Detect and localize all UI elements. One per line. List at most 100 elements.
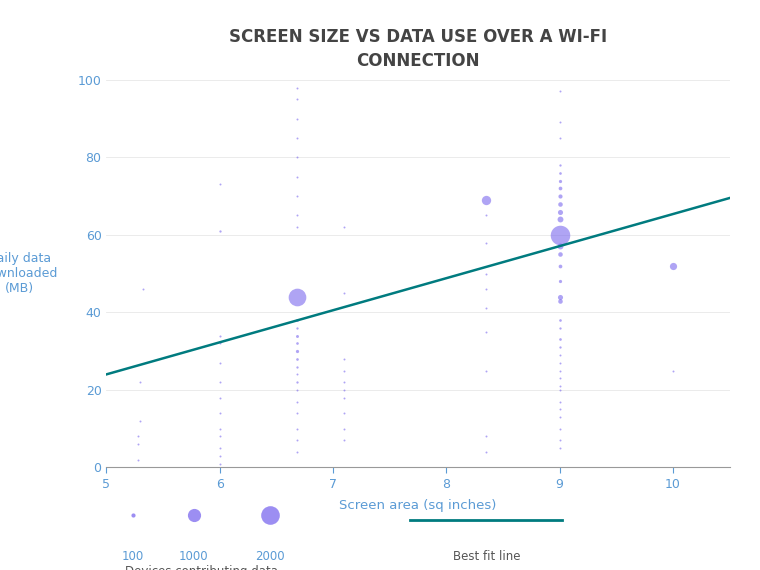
Point [480,327,492,336]
Point [290,192,302,201]
Point [214,377,226,386]
Point [553,374,565,383]
Point [290,347,302,356]
Point [553,133,565,142]
Point [553,366,565,375]
Point [480,304,492,313]
Text: 100: 100 [122,550,144,563]
Point [553,261,565,270]
Point [214,409,226,418]
Point [137,284,149,294]
Point [290,133,302,142]
Point [290,447,302,457]
Point [553,192,565,201]
Point [290,95,302,104]
Point [214,432,226,441]
Point [553,207,565,216]
Point [135,377,147,386]
Point [553,316,565,325]
Point [480,238,492,247]
Point [214,424,226,433]
Point [214,331,226,340]
Point [553,242,565,251]
Point [553,343,565,352]
Point [290,153,302,162]
Point [290,377,302,386]
Point [290,211,302,220]
Point [214,451,226,461]
Point [480,432,492,441]
Point [290,385,302,394]
Text: 1000: 1000 [179,550,208,563]
X-axis label: Screen area (sq inches): Screen area (sq inches) [339,499,497,512]
Point [338,409,350,418]
Point [667,366,679,375]
Point [290,424,302,433]
Point [480,366,492,375]
Point [290,114,302,123]
Point [290,316,302,325]
Point [553,413,565,422]
Point [553,168,565,177]
Point [188,511,200,520]
Point [667,261,679,270]
Text: Devices contributing data: Devices contributing data [125,565,278,570]
Point [553,381,565,390]
Point [264,511,276,520]
Point [553,405,565,414]
Point [290,331,302,340]
Point [553,292,565,302]
Point [290,435,302,445]
Point [553,358,565,367]
Point [553,385,565,394]
Point [290,339,302,348]
Point [214,339,226,348]
Point [480,284,492,294]
Point [553,200,565,209]
Title: SCREEN SIZE VS DATA USE OVER A WI-FI
CONNECTION: SCREEN SIZE VS DATA USE OVER A WI-FI CON… [229,28,607,70]
Text: Best fit line: Best fit line [453,550,520,563]
Point [338,435,350,445]
Point [553,351,565,360]
Point [214,459,226,468]
Point [338,355,350,364]
Point [214,180,226,189]
Point [135,416,147,425]
Point [553,87,565,96]
Point [553,397,565,406]
Point [553,215,565,224]
Point [338,377,350,386]
Point [480,447,492,457]
Point [214,226,226,235]
Text: 2000: 2000 [255,550,284,563]
Point [290,83,302,92]
Point [553,176,565,185]
Point [290,397,302,406]
Point [338,222,350,231]
Point [290,362,302,371]
Point [553,277,565,286]
Point [553,250,565,259]
Point [132,455,144,464]
Point [214,443,226,453]
Point [290,409,302,418]
Point [553,230,565,239]
Y-axis label: Daily data
downloaded
(MB): Daily data downloaded (MB) [0,252,58,295]
Point [553,161,565,170]
Point [338,366,350,375]
Point [338,393,350,402]
Point [290,323,302,332]
Point [553,296,565,306]
Point [214,358,226,367]
Point [480,269,492,278]
Point [338,385,350,394]
Point [480,196,492,205]
Point [290,370,302,379]
Point [127,511,139,520]
Point [553,424,565,433]
Point [553,184,565,193]
Point [553,335,565,344]
Point [480,211,492,220]
Point [290,222,302,231]
Point [553,323,565,332]
